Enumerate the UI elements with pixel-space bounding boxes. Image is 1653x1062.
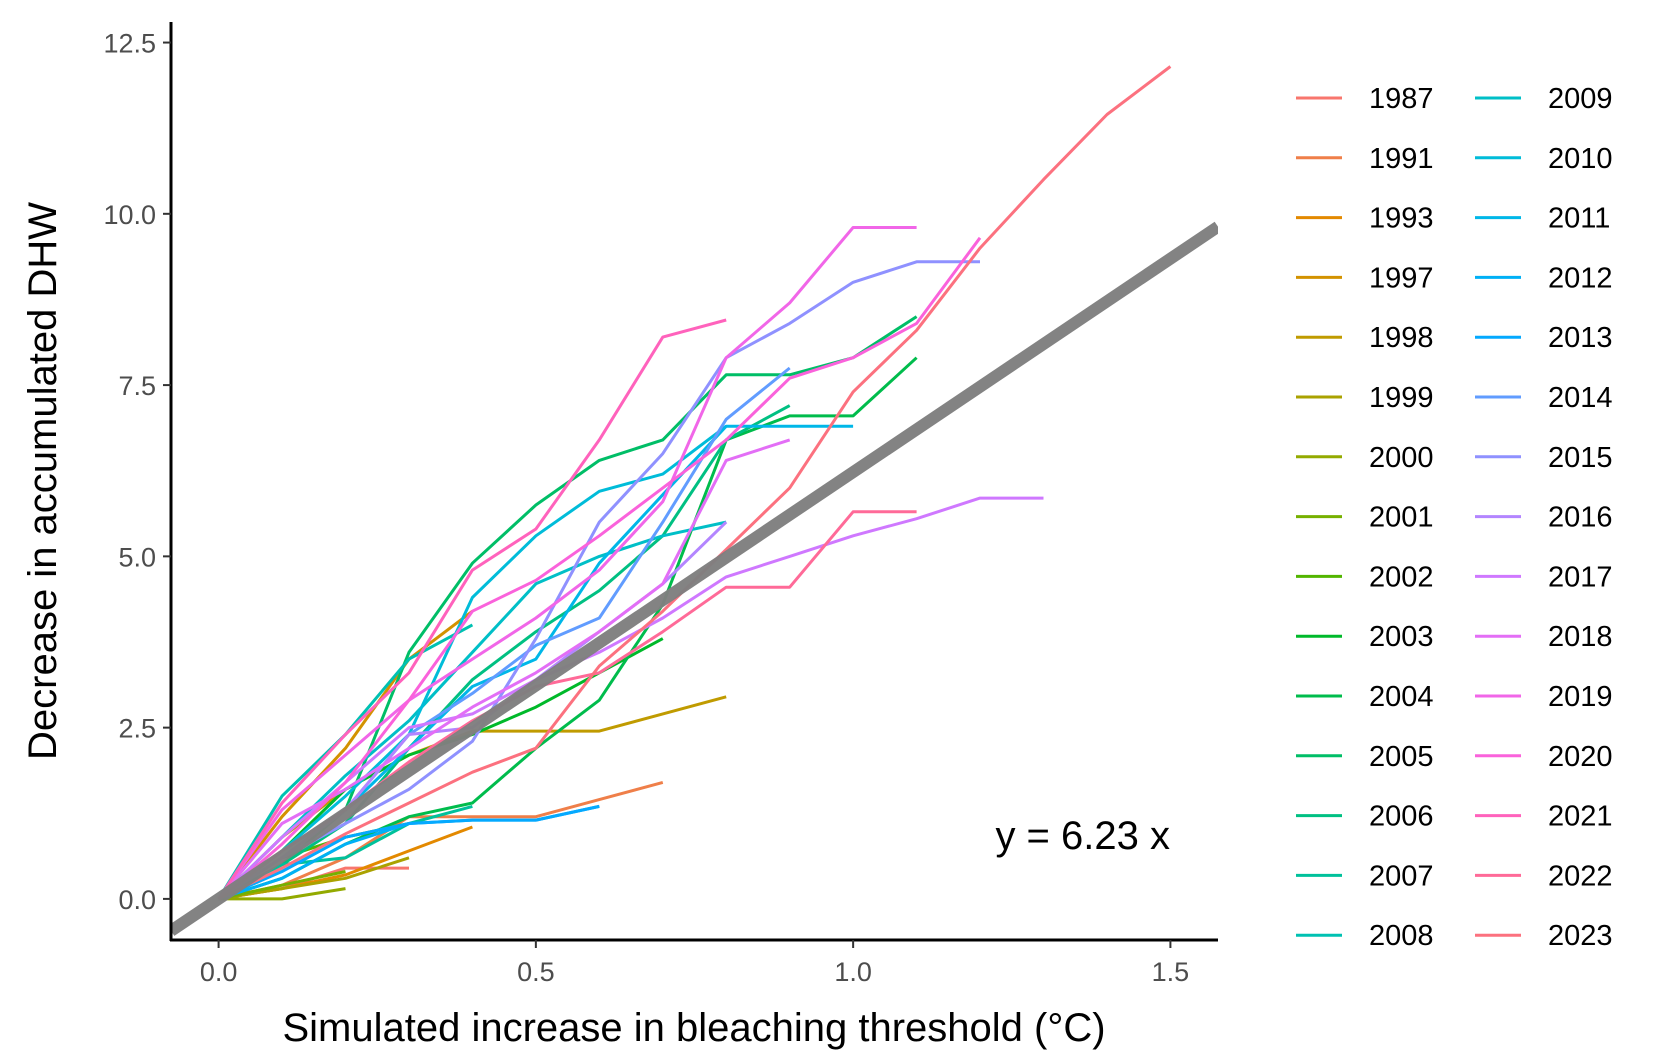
legend-item-2006: 2006 xyxy=(1296,801,1434,833)
series-line-2020 xyxy=(217,236,982,901)
legend-item-2012: 2012 xyxy=(1475,262,1613,294)
legend-label: 2011 xyxy=(1548,203,1610,235)
legend-label: 2002 xyxy=(1369,561,1434,593)
legend-item-2016: 2016 xyxy=(1475,502,1613,534)
legend-label: 2005 xyxy=(1369,741,1434,773)
legend-item-2005: 2005 xyxy=(1296,741,1434,773)
legend-item-1997: 1997 xyxy=(1296,262,1434,294)
legend-label: 2016 xyxy=(1548,502,1613,534)
series-line-2019 xyxy=(217,226,917,900)
legend-item-2022: 2022 xyxy=(1475,860,1613,892)
legend-label: 1997 xyxy=(1369,262,1434,294)
x-axis-title: Simulated increase in bleaching threshol… xyxy=(282,1006,1105,1050)
legend-label: 2003 xyxy=(1369,621,1434,653)
legend-label: 1987 xyxy=(1369,83,1434,115)
legend-item-2013: 2013 xyxy=(1475,322,1613,354)
legend-item-2008: 2008 xyxy=(1296,920,1434,952)
series-line-2015 xyxy=(217,260,980,901)
legend-label: 2017 xyxy=(1548,561,1613,593)
legend-label: 2009 xyxy=(1548,83,1613,115)
legend-item-2015: 2015 xyxy=(1475,442,1613,474)
x-axis-ticks: 0.0 0.5 1.0 1.5 xyxy=(200,940,1189,987)
y-tick-label: 0.0 xyxy=(118,885,156,915)
legend-item-2017: 2017 xyxy=(1475,561,1613,593)
y-tick-label: 5.0 xyxy=(118,542,156,572)
legend-label: 2015 xyxy=(1548,442,1613,474)
legend-label: 2006 xyxy=(1369,801,1434,833)
legend-item-2003: 2003 xyxy=(1296,621,1434,653)
y-tick-label: 7.5 xyxy=(118,371,156,401)
y-tick-label: 2.5 xyxy=(118,714,156,744)
legend-label: 2012 xyxy=(1548,262,1613,294)
series-line-2017 xyxy=(217,496,1044,900)
series-line-1999 xyxy=(218,856,410,901)
legend-label: 2021 xyxy=(1548,801,1613,833)
legend-item-1998: 1998 xyxy=(1296,322,1434,354)
legend-label: 2004 xyxy=(1369,681,1434,713)
legend-label: 2020 xyxy=(1548,741,1613,773)
y-tick-label: 12.5 xyxy=(103,29,156,59)
legend-label: 2018 xyxy=(1548,621,1613,653)
legend-item-2004: 2004 xyxy=(1296,681,1434,713)
legend-item-2018: 2018 xyxy=(1475,621,1613,653)
legend-item-1991: 1991 xyxy=(1296,143,1434,175)
fit-layer xyxy=(171,221,1218,936)
legend-item-1987: 1987 xyxy=(1296,83,1434,115)
legend-label: 2022 xyxy=(1548,860,1613,892)
legend-item-1993: 1993 xyxy=(1296,203,1434,235)
legend-label: 1991 xyxy=(1369,143,1434,175)
series-line-2006 xyxy=(217,404,791,901)
series-line-1991 xyxy=(218,780,664,901)
legend-item-2023: 2023 xyxy=(1475,920,1613,952)
legend-label: 1998 xyxy=(1369,322,1434,354)
legend-label: 2013 xyxy=(1548,322,1613,354)
series-line-2021 xyxy=(217,318,727,900)
legend-label: 2010 xyxy=(1548,143,1613,175)
series-line-2010 xyxy=(217,425,728,901)
legend-item-2021: 2021 xyxy=(1475,801,1613,833)
x-tick-label: 1.5 xyxy=(1152,957,1190,987)
axes-layer xyxy=(169,22,1218,942)
legend-label: 2007 xyxy=(1369,860,1434,892)
legend-item-2007: 2007 xyxy=(1296,860,1434,892)
y-tick-label: 10.0 xyxy=(103,200,156,230)
y-axis-ticks: 0.0 2.5 5.0 7.5 10.0 12.5 xyxy=(103,29,171,915)
series-line-2018 xyxy=(217,438,791,900)
legend-item-2014: 2014 xyxy=(1475,382,1613,414)
legend-label: 2023 xyxy=(1548,920,1613,952)
legend-item-2019: 2019 xyxy=(1475,681,1613,713)
legend-label: 2000 xyxy=(1369,442,1434,474)
legend: 1987 1991 1993 1997 1998 1999 2000 2001 2002 2003… xyxy=(1296,83,1613,952)
legend-item-2002: 2002 xyxy=(1296,561,1434,593)
legend-label: 2014 xyxy=(1548,382,1613,414)
y-axis-title: Decrease in accumulated DHW xyxy=(21,202,65,760)
legend-item-2020: 2020 xyxy=(1475,741,1613,773)
series-line-2000 xyxy=(218,887,346,901)
fit-line xyxy=(171,221,1218,936)
legend-item-2009: 2009 xyxy=(1475,83,1613,115)
series-line-2001 xyxy=(218,870,346,901)
series-line-1997 xyxy=(217,610,474,900)
x-tick-label: 0.0 xyxy=(200,957,238,987)
legend-item-2011: 2011 xyxy=(1475,203,1610,235)
series-line-2013 xyxy=(218,804,600,901)
fit-equation-annotation: y = 6.23 x xyxy=(995,814,1170,858)
legend-label: 1999 xyxy=(1369,382,1434,414)
legend-item-2010: 2010 xyxy=(1475,143,1613,175)
x-tick-label: 1.0 xyxy=(834,957,872,987)
legend-label: 1993 xyxy=(1369,203,1434,235)
x-tick-label: 0.5 xyxy=(517,957,555,987)
legend-label: 2008 xyxy=(1369,920,1434,952)
series-line-2009 xyxy=(217,520,727,900)
legend-item-2001: 2001 xyxy=(1296,502,1434,534)
legend-item-1999: 1999 xyxy=(1296,382,1434,414)
legend-item-2000: 2000 xyxy=(1296,442,1434,474)
legend-label: 2019 xyxy=(1548,681,1613,713)
legend-label: 2001 xyxy=(1369,502,1434,534)
